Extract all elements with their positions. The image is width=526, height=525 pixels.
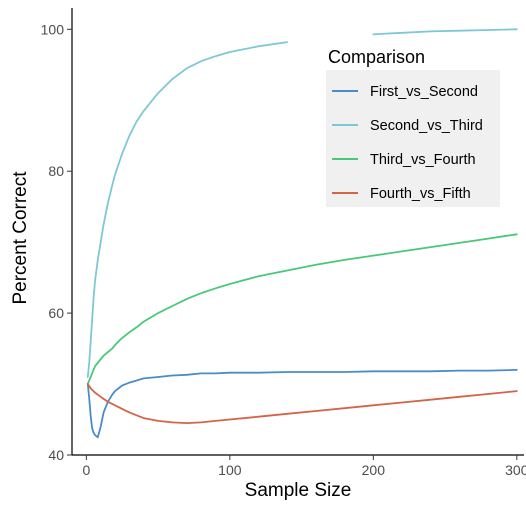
- legend: Comparison First_vs_Second Second_vs_Thir…: [326, 47, 500, 207]
- series-line-first-vs-second: [86, 369, 518, 439]
- series-line-second-vs-third: [86, 28, 518, 378]
- legend-title: Comparison: [328, 47, 425, 67]
- x-tick-label: 200: [362, 462, 386, 478]
- series-line-fourth-vs-fifth: [86, 383, 518, 424]
- series-line-third-vs-fourth: [86, 233, 518, 385]
- x-tick-label: 300: [505, 462, 526, 478]
- y-tick-label: 100: [41, 21, 65, 37]
- legend-background: [326, 70, 500, 207]
- y-axis-ticks: 40 60 80 100: [41, 21, 72, 463]
- x-tick-label: 100: [218, 462, 242, 478]
- y-tick-label: 60: [48, 305, 64, 321]
- legend-label: First_vs_Second: [370, 84, 478, 100]
- y-tick-label: 40: [48, 447, 64, 463]
- y-tick-label: 80: [48, 163, 64, 179]
- legend-label: Fourth_vs_Fifth: [370, 186, 471, 202]
- plot-lines: [86, 28, 518, 439]
- y-axis-title: Percent Correct: [10, 171, 31, 305]
- legend-label: Second_vs_Third: [370, 118, 483, 134]
- legend-label: Third_vs_Fourth: [370, 152, 476, 168]
- x-axis-title: Sample Size: [245, 480, 352, 501]
- x-axis-ticks: 0 100 200 300: [82, 455, 526, 478]
- x-tick-label: 0: [82, 462, 90, 478]
- legend-items: First_vs_Second Second_vs_Third Third_vs_F…: [332, 84, 483, 202]
